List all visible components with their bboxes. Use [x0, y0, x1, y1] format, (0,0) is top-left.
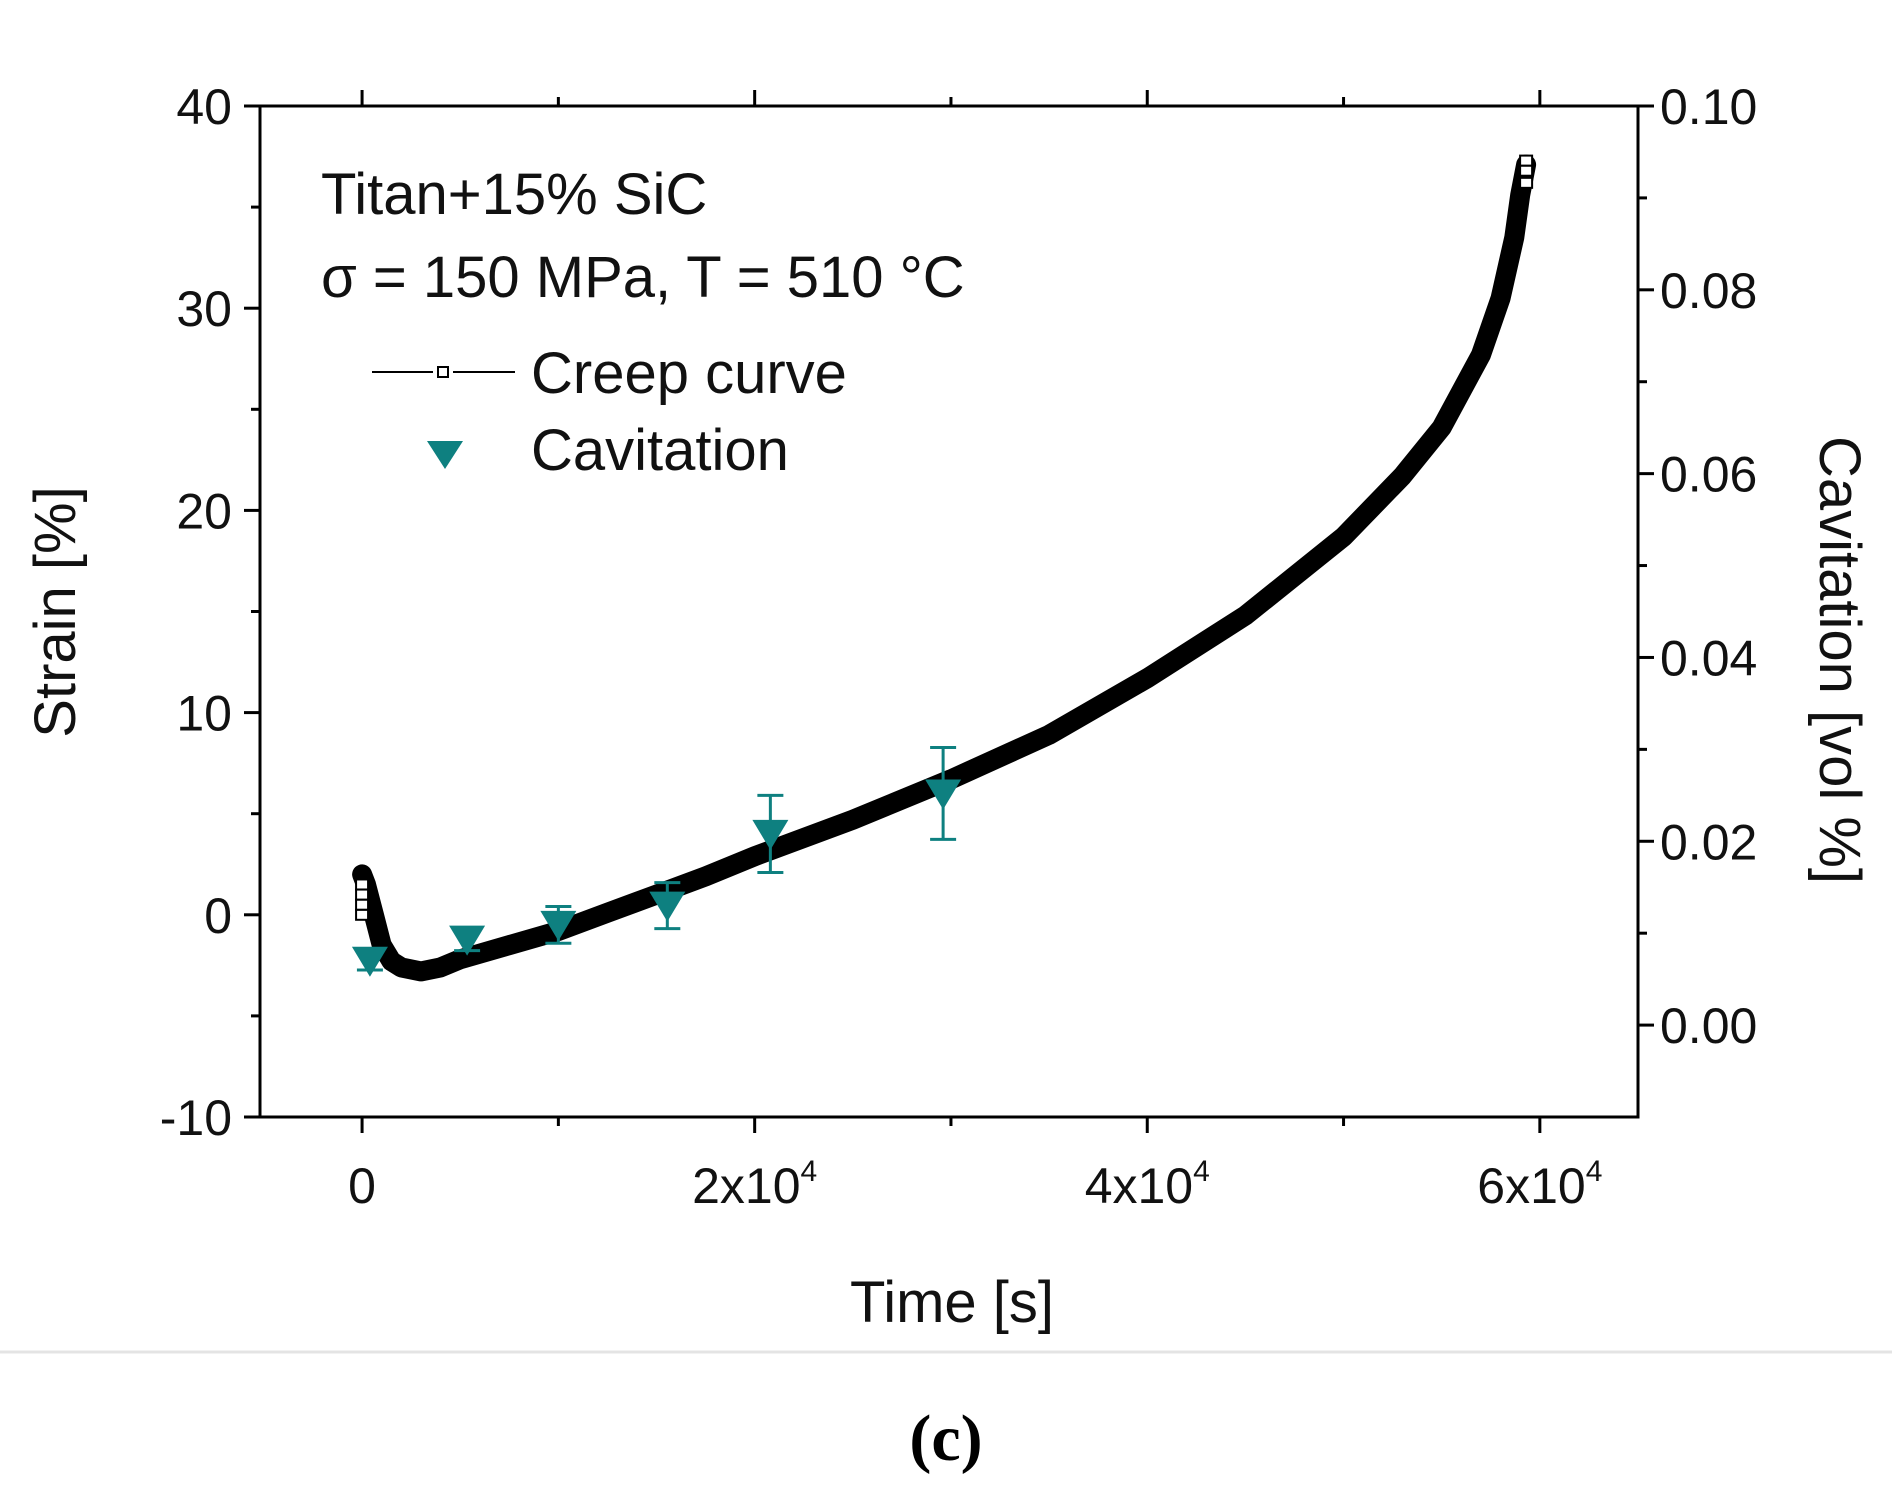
creep-curve-line	[352, 154, 1537, 982]
x-tick-label: 4x104	[1085, 1155, 1210, 1214]
x-axis-label: Time [s]	[850, 1270, 1054, 1335]
y-tick-label: 20	[176, 483, 232, 539]
creep-curve-marker	[1519, 154, 1534, 167]
y-tick-label: 40	[176, 79, 232, 135]
creep-curve-marker	[355, 908, 370, 921]
panel-label: (c)	[909, 1402, 982, 1475]
y2-tick-label: 0.06	[1660, 447, 1757, 503]
annotation-material: Titan+15% SiC	[321, 162, 707, 227]
y2-tick-label: 0.02	[1660, 814, 1757, 870]
y2-tick-label: 0.00	[1660, 998, 1757, 1054]
legend: Creep curve Cavitation	[372, 341, 847, 483]
legend-label-cavitation: Cavitation	[531, 418, 789, 483]
creep-curve-marker	[355, 878, 370, 891]
y-tick-label: 0	[204, 888, 232, 944]
cavitation-point	[351, 946, 388, 977]
creep-curve-marker	[355, 898, 370, 911]
y2-tick-label: 0.08	[1660, 263, 1757, 319]
y2-axis-label: Cavitation [vol %]	[1807, 436, 1872, 884]
cavitation-point	[449, 925, 486, 956]
creep-curve-marker	[1519, 176, 1534, 189]
cavitation-point	[925, 779, 962, 810]
creep-curve-marker	[1519, 164, 1534, 177]
cavitation-point	[540, 910, 577, 941]
y2-tick-label: 0.04	[1660, 630, 1757, 686]
chart-marks	[351, 154, 1537, 982]
y-tick-label: -10	[160, 1090, 232, 1146]
x-tick-label: 6x104	[1477, 1155, 1602, 1214]
y2-tick-label: 0.10	[1660, 79, 1757, 135]
y-tick-label: 30	[176, 281, 232, 337]
legend-cavitation-marker	[427, 441, 463, 469]
cavitation-point	[649, 891, 686, 922]
plot-frame	[258, 104, 1640, 1119]
annotation-conditions: σ = 150 MPa, T = 510 °C	[321, 245, 965, 310]
legend-label-creep: Creep curve	[531, 341, 847, 406]
y-axis-label: Strain [%]	[23, 486, 88, 737]
tick-labels: 0 2x104 4x104 6x104 -10 0 10 20 30 40 0.00 0.02 0.04…	[160, 79, 1758, 1214]
cavitation-point	[752, 819, 789, 850]
x-tick-label: 0	[348, 1158, 376, 1214]
y-tick-label: 10	[176, 686, 232, 742]
legend-creep-marker	[437, 366, 449, 378]
creep-curve-marker	[355, 888, 370, 901]
x-tick-label: 2x104	[692, 1155, 817, 1214]
